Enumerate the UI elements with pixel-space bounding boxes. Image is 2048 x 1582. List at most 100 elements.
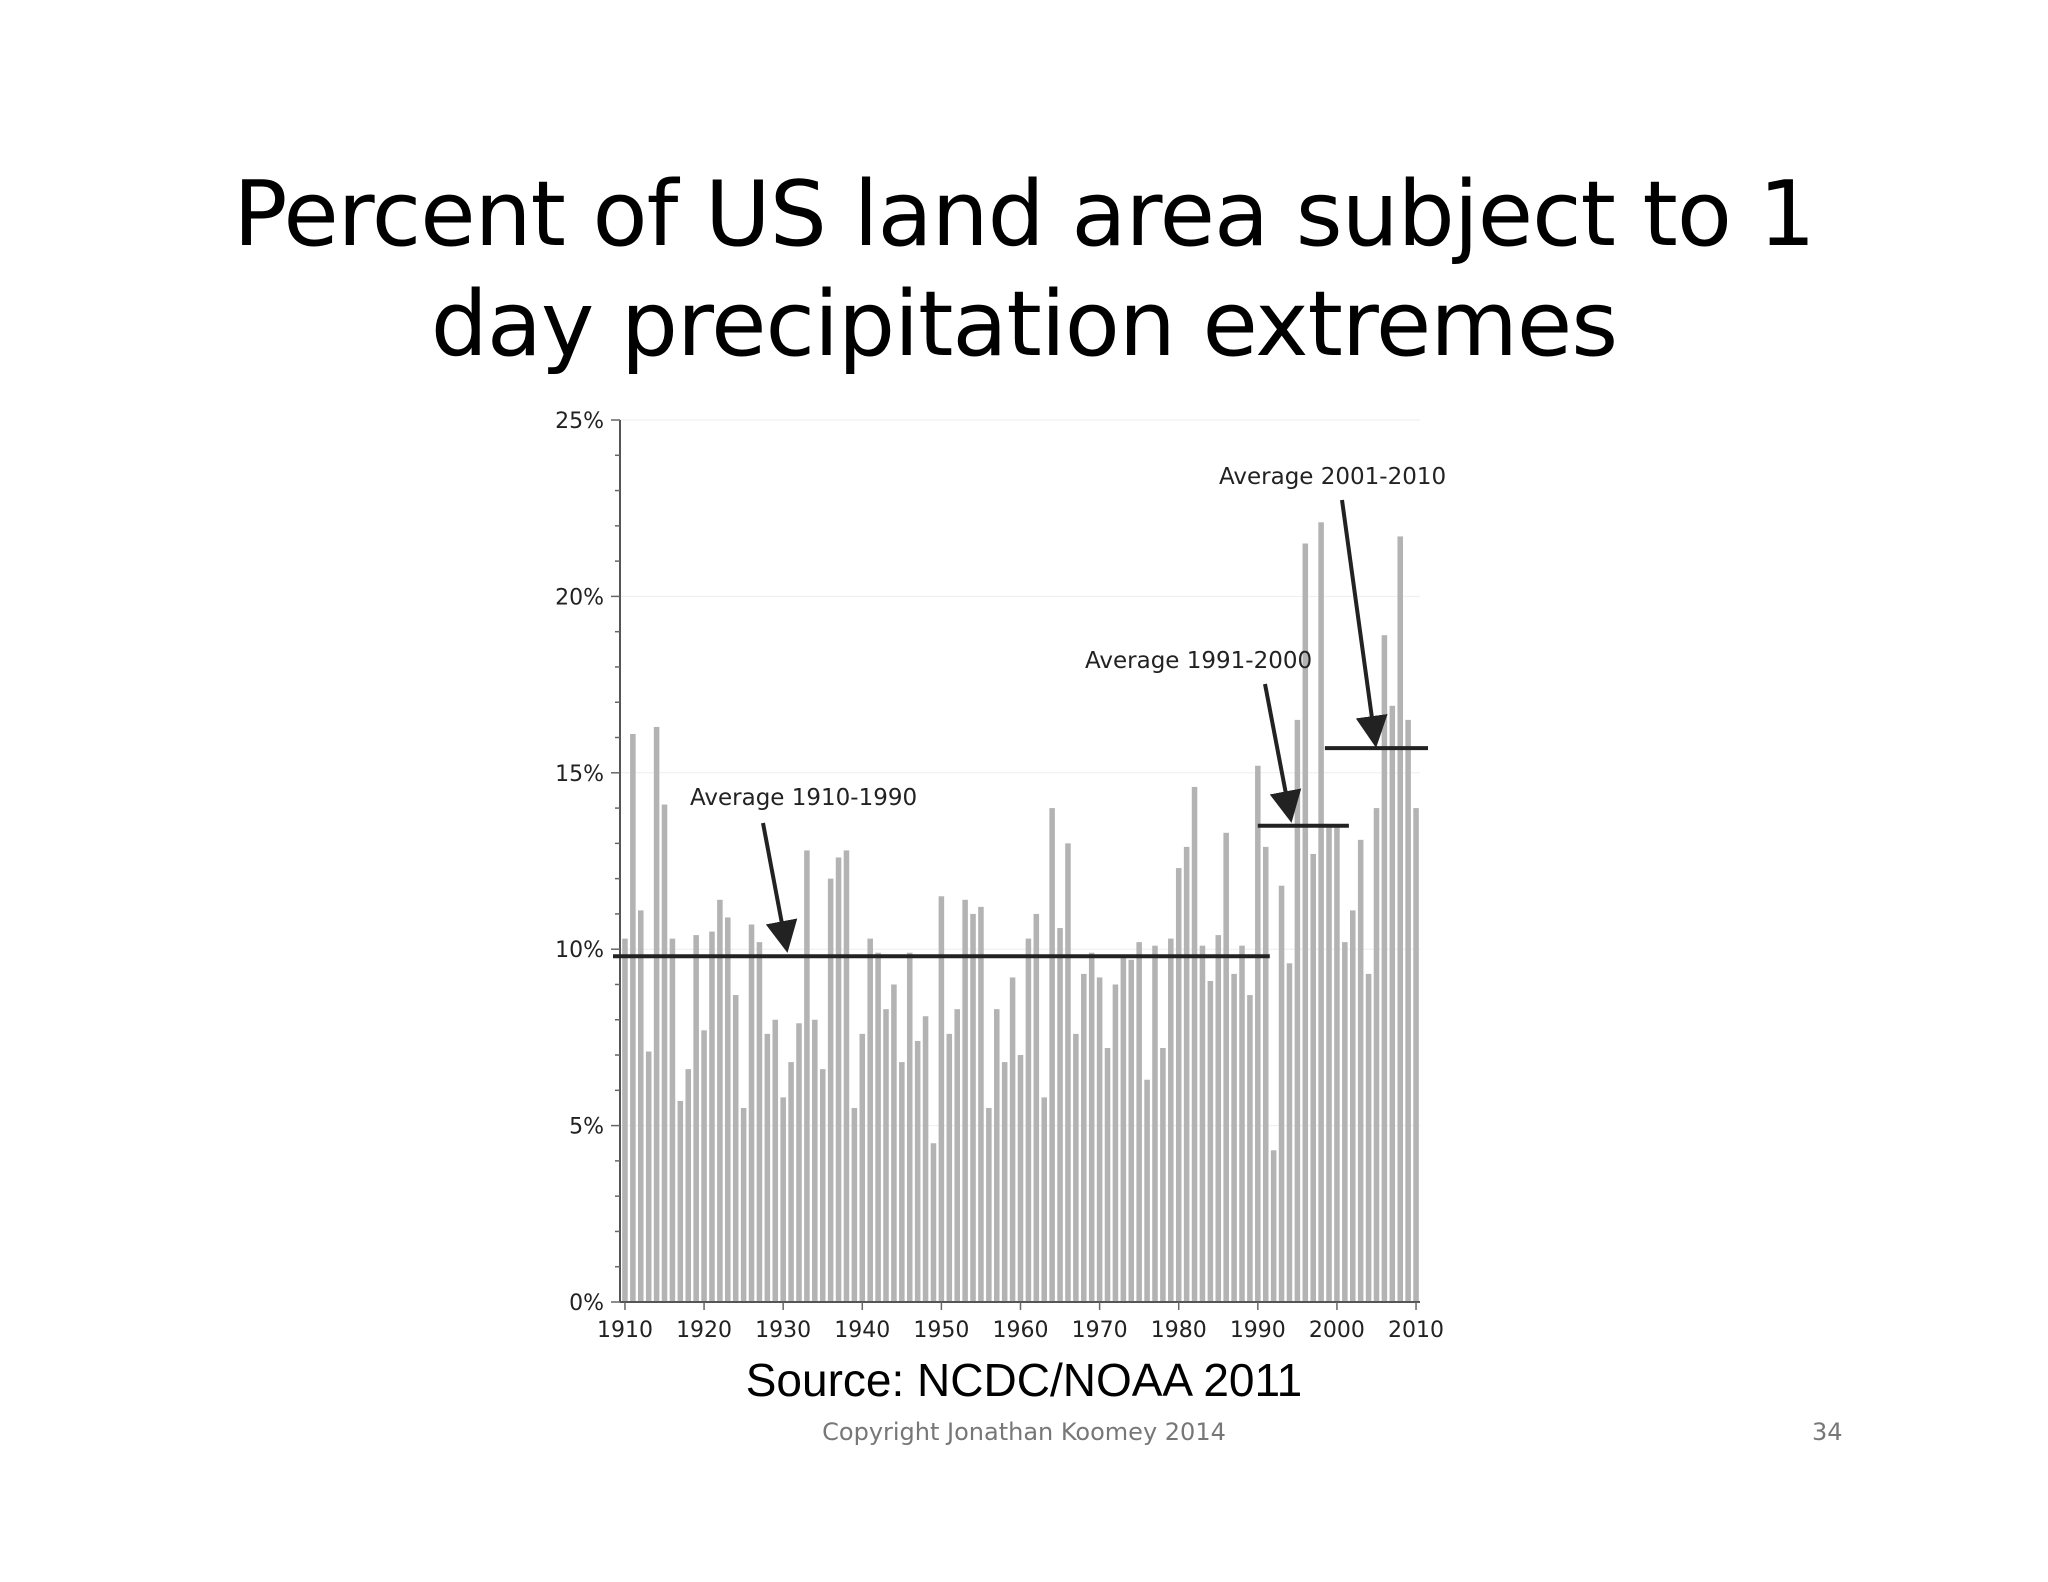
bar-1949 [930,1143,937,1302]
bar-1937 [835,857,842,1302]
copyright-text: Copyright Jonathan Koomey 2014 [822,1418,1226,1446]
annotation-arrow-2 [1340,499,1388,748]
bar-1954 [970,913,976,1302]
annotation-label-1: Average 1991-2000 [1085,648,1312,674]
bar-1966 [1065,843,1071,1302]
bar-1941 [867,938,873,1302]
title-line-2: day precipitation extremes [430,272,1618,377]
bar-1918 [685,1069,692,1302]
bar-1916 [669,938,676,1302]
bar-1930 [780,1097,786,1302]
bar-1929 [772,1019,779,1302]
bar-1997 [1310,853,1316,1302]
bar-1982 [1191,786,1198,1302]
bar-1986 [1223,832,1229,1302]
y-tick-label: 5% [569,1115,604,1140]
bar-1943 [883,1009,889,1302]
bar-1969 [1088,952,1095,1302]
bar-1983 [1199,945,1206,1302]
bar-2005 [1373,808,1380,1302]
bar-1993 [1278,885,1285,1302]
bar-1926 [748,924,755,1302]
bar-1920 [701,1030,707,1302]
bar-1921 [709,931,715,1302]
bar-1968 [1081,973,1087,1302]
bar-1998 [1318,522,1324,1302]
bar-1988 [1239,945,1245,1302]
source-caption: Source: NCDC/NOAA 2011 [0,1353,2048,1407]
y-tick-label: 25% [555,409,604,434]
bar-1935 [819,1069,826,1302]
bar-2004 [1365,973,1372,1302]
bar-1991 [1262,846,1269,1302]
bar-1939 [851,1107,858,1302]
x-tick-label: 1960 [993,1318,1049,1343]
bar-1934 [812,1019,818,1302]
bar-1958 [1001,1062,1008,1302]
bar-1976 [1144,1079,1150,1302]
x-tick-label: 2000 [1309,1318,1365,1343]
bar-1977 [1152,945,1158,1302]
x-tick-label: 1930 [755,1318,811,1343]
bar-1961 [1025,938,1032,1302]
y-tick-label: 0% [569,1291,604,1316]
bar-1996 [1302,543,1309,1302]
bar-1957 [993,1009,1000,1302]
x-tick-label: 1980 [1151,1318,1207,1343]
annotation-label-0: Average 1910-1990 [690,785,917,811]
bar-1951 [946,1033,953,1302]
bar-1910 [622,938,628,1302]
bar-1963 [1041,1097,1048,1302]
x-tick-label: 1990 [1230,1318,1286,1343]
bar-1913 [645,1051,652,1302]
x-tick-label: 1920 [676,1318,732,1343]
x-tick-label: 1940 [834,1318,890,1343]
bar-1999 [1326,825,1332,1302]
bar-1915 [661,804,668,1302]
bar-1965 [1057,928,1063,1302]
bar-2001 [1342,942,1348,1302]
bar-1945 [899,1062,905,1302]
bar-1922 [717,899,723,1302]
bar-1923 [725,917,731,1302]
bar-2000 [1334,825,1340,1302]
annotation-arrow-0 [761,822,798,953]
axes [611,419,1420,1310]
bar-1948 [922,1016,929,1302]
tick-labels: 0% 5% 10% 15% 20% 25% 1910 1920 1930 1940 1950 1960… [555,409,1444,1343]
bar-1953 [962,899,968,1302]
bar-2006 [1381,635,1388,1302]
source-text: Source: NCDC/NOAA 2011 [745,1354,1303,1406]
bar-1936 [827,878,834,1302]
bar-1933 [804,850,810,1302]
bar-1979 [1168,938,1174,1302]
bar-1990 [1255,765,1261,1302]
bar-1911 [630,733,636,1302]
bar-2010 [1413,808,1419,1302]
bar-1981 [1183,846,1190,1302]
bar-1956 [986,1107,992,1302]
bar-1940 [859,1033,866,1302]
page-number: 34 [1812,1418,1843,1446]
bars [622,522,1419,1302]
bar-2008 [1397,536,1403,1302]
bar-1985 [1215,935,1222,1302]
bar-1947 [914,1040,921,1302]
bar-1955 [978,906,984,1302]
bar-1967 [1073,1033,1079,1302]
bar-1959 [1009,977,1016,1302]
bar-1971 [1104,1047,1111,1302]
bar-1942 [875,952,881,1302]
bar-1970 [1096,977,1103,1302]
bar-1989 [1247,995,1253,1302]
slide-title: Percent of US land area subject to 1 day… [0,160,2048,380]
y-tick-label: 10% [555,938,604,963]
bar-1984 [1207,980,1214,1302]
annotation-arrow-1 [1263,683,1302,823]
bar-1974 [1128,959,1135,1302]
bar-1928 [764,1033,771,1302]
x-tick-label: 1910 [597,1318,653,1343]
bar-1980 [1175,868,1182,1302]
bar-1964 [1049,808,1055,1302]
bar-1925 [740,1107,747,1302]
